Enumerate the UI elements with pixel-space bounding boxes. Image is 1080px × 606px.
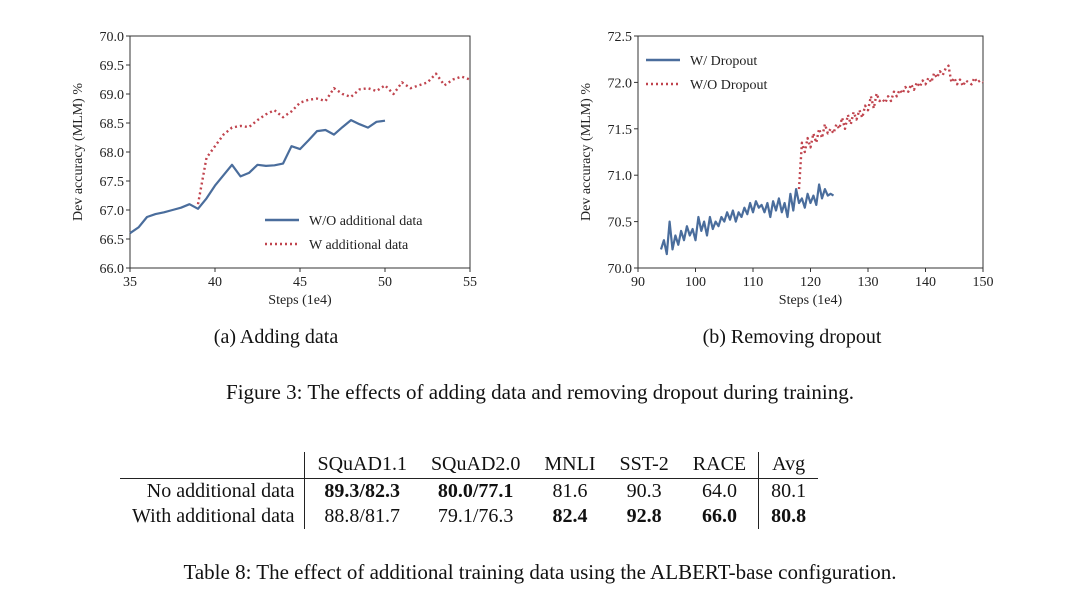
legend-label: W/ Dropout <box>690 54 757 69</box>
subcaption-a: (a) Adding data <box>213 326 339 348</box>
table-caption: Table 8: The effect of additional traini… <box>183 560 897 584</box>
y-tick-label: 69.5 <box>100 59 125 74</box>
table-cell: 82.4 <box>552 505 588 527</box>
table-cell: 66.0 <box>680 504 760 529</box>
x-tick-label: 120 <box>800 275 821 290</box>
legend-label: W/O Dropout <box>690 78 767 93</box>
row-label: With additional data <box>120 504 306 529</box>
table-row: No additional data 89.3/82.3 80.0/77.1 8… <box>120 478 818 504</box>
table-cell: 80.0/77.1 <box>437 480 514 502</box>
x-tick-label: 90 <box>631 275 645 290</box>
y-axis-title: Dev accuracy (MLM) % <box>579 83 594 221</box>
y-tick-label: 68.5 <box>100 117 125 132</box>
y-tick-label: 71.5 <box>608 123 633 138</box>
table-header-row: SQuAD1.1 SQuAD2.0 MNLI SST-2 RACE Avg <box>120 452 819 479</box>
series-line-1 <box>196 72 471 205</box>
table-header: Avg <box>758 452 819 479</box>
x-tick-label: 55 <box>463 275 477 290</box>
chart-svg: 35 40 45 50 55 66.0 66.5 67.0 67.5 68.0 68.5 69.0 69… <box>71 30 477 308</box>
table-header: SST-2 <box>607 452 681 479</box>
results-table: SQuAD1.1 SQuAD2.0 MNLI SST-2 RACE Avg No… <box>120 452 819 529</box>
series-line-1 <box>797 64 984 190</box>
y-tick-label: 70.5 <box>608 216 633 231</box>
series-line-0 <box>659 183 835 256</box>
y-tick-label: 71.0 <box>608 169 633 184</box>
x-axis-title: Steps (1e4) <box>779 293 843 308</box>
table-cell: 81.6 <box>552 480 588 502</box>
y-tick-label: 67.5 <box>100 175 125 190</box>
table-cell: 64.0 <box>680 478 760 504</box>
y-axis-title: Dev accuracy (MLM) % <box>71 83 86 221</box>
table-header: MNLI <box>532 452 608 479</box>
y-tick-label: 70.0 <box>100 30 125 45</box>
y-tick-label: 72.5 <box>608 30 633 45</box>
table-header: SQuAD1.1 <box>304 452 419 479</box>
table-header: SQuAD2.0 <box>418 452 533 479</box>
legend-label: W additional data <box>309 238 409 253</box>
table-cell: 80.8 <box>771 505 807 527</box>
y-tick-label: 69.0 <box>100 88 125 103</box>
table-row: With additional data 88.8/81.7 79.1/76.3… <box>120 504 818 529</box>
x-tick-label: 110 <box>743 275 763 290</box>
y-tick-label: 66.0 <box>100 262 125 277</box>
x-tick-label: 40 <box>208 275 222 290</box>
x-tick-label: 130 <box>858 275 879 290</box>
table-header: RACE <box>680 452 760 479</box>
x-tick-label: 150 <box>973 275 994 290</box>
subcaption-b: (b) Removing dropout <box>702 326 882 348</box>
series-line-0 <box>129 118 386 235</box>
y-tick-label: 70.0 <box>608 262 633 277</box>
chart-removing-dropout: 90 100 110 120 130 140 150 70.0 70.5 71.0 71.5 72.0… <box>578 22 1008 317</box>
table-cell: 80.1 <box>771 480 807 502</box>
x-tick-label: 100 <box>685 275 706 290</box>
chart-svg: 90 100 110 120 130 140 150 70.0 70.5 71.0 71.5 72.0… <box>579 30 994 308</box>
x-tick-label: 45 <box>293 275 307 290</box>
plot-frame <box>129 35 471 269</box>
y-tick-label: 72.0 <box>608 76 633 91</box>
chart-adding-data: 35 40 45 50 55 66.0 66.5 67.0 67.5 68.0 68.5 69.0 69… <box>60 22 490 317</box>
table-corner <box>120 452 306 479</box>
table-cell: 88.8/81.7 <box>324 505 400 527</box>
table-cell: 79.1/76.3 <box>437 505 514 527</box>
table-cell: 90.3 <box>626 480 662 502</box>
x-tick-label: 50 <box>378 275 392 290</box>
figure-caption: Figure 3: The effects of adding data and… <box>226 380 854 404</box>
legend-label: W/O additional data <box>309 214 423 229</box>
x-axis-title: Steps (1e4) <box>268 293 332 308</box>
y-tick-label: 68.0 <box>100 146 125 161</box>
table-cell: 89.3/82.3 <box>324 480 400 502</box>
table-cell: 92.8 <box>626 505 662 527</box>
x-tick-label: 35 <box>123 275 137 290</box>
row-label: No additional data <box>120 478 306 504</box>
y-tick-label: 66.5 <box>100 233 125 248</box>
y-tick-label: 67.0 <box>100 204 125 219</box>
x-tick-label: 140 <box>915 275 936 290</box>
